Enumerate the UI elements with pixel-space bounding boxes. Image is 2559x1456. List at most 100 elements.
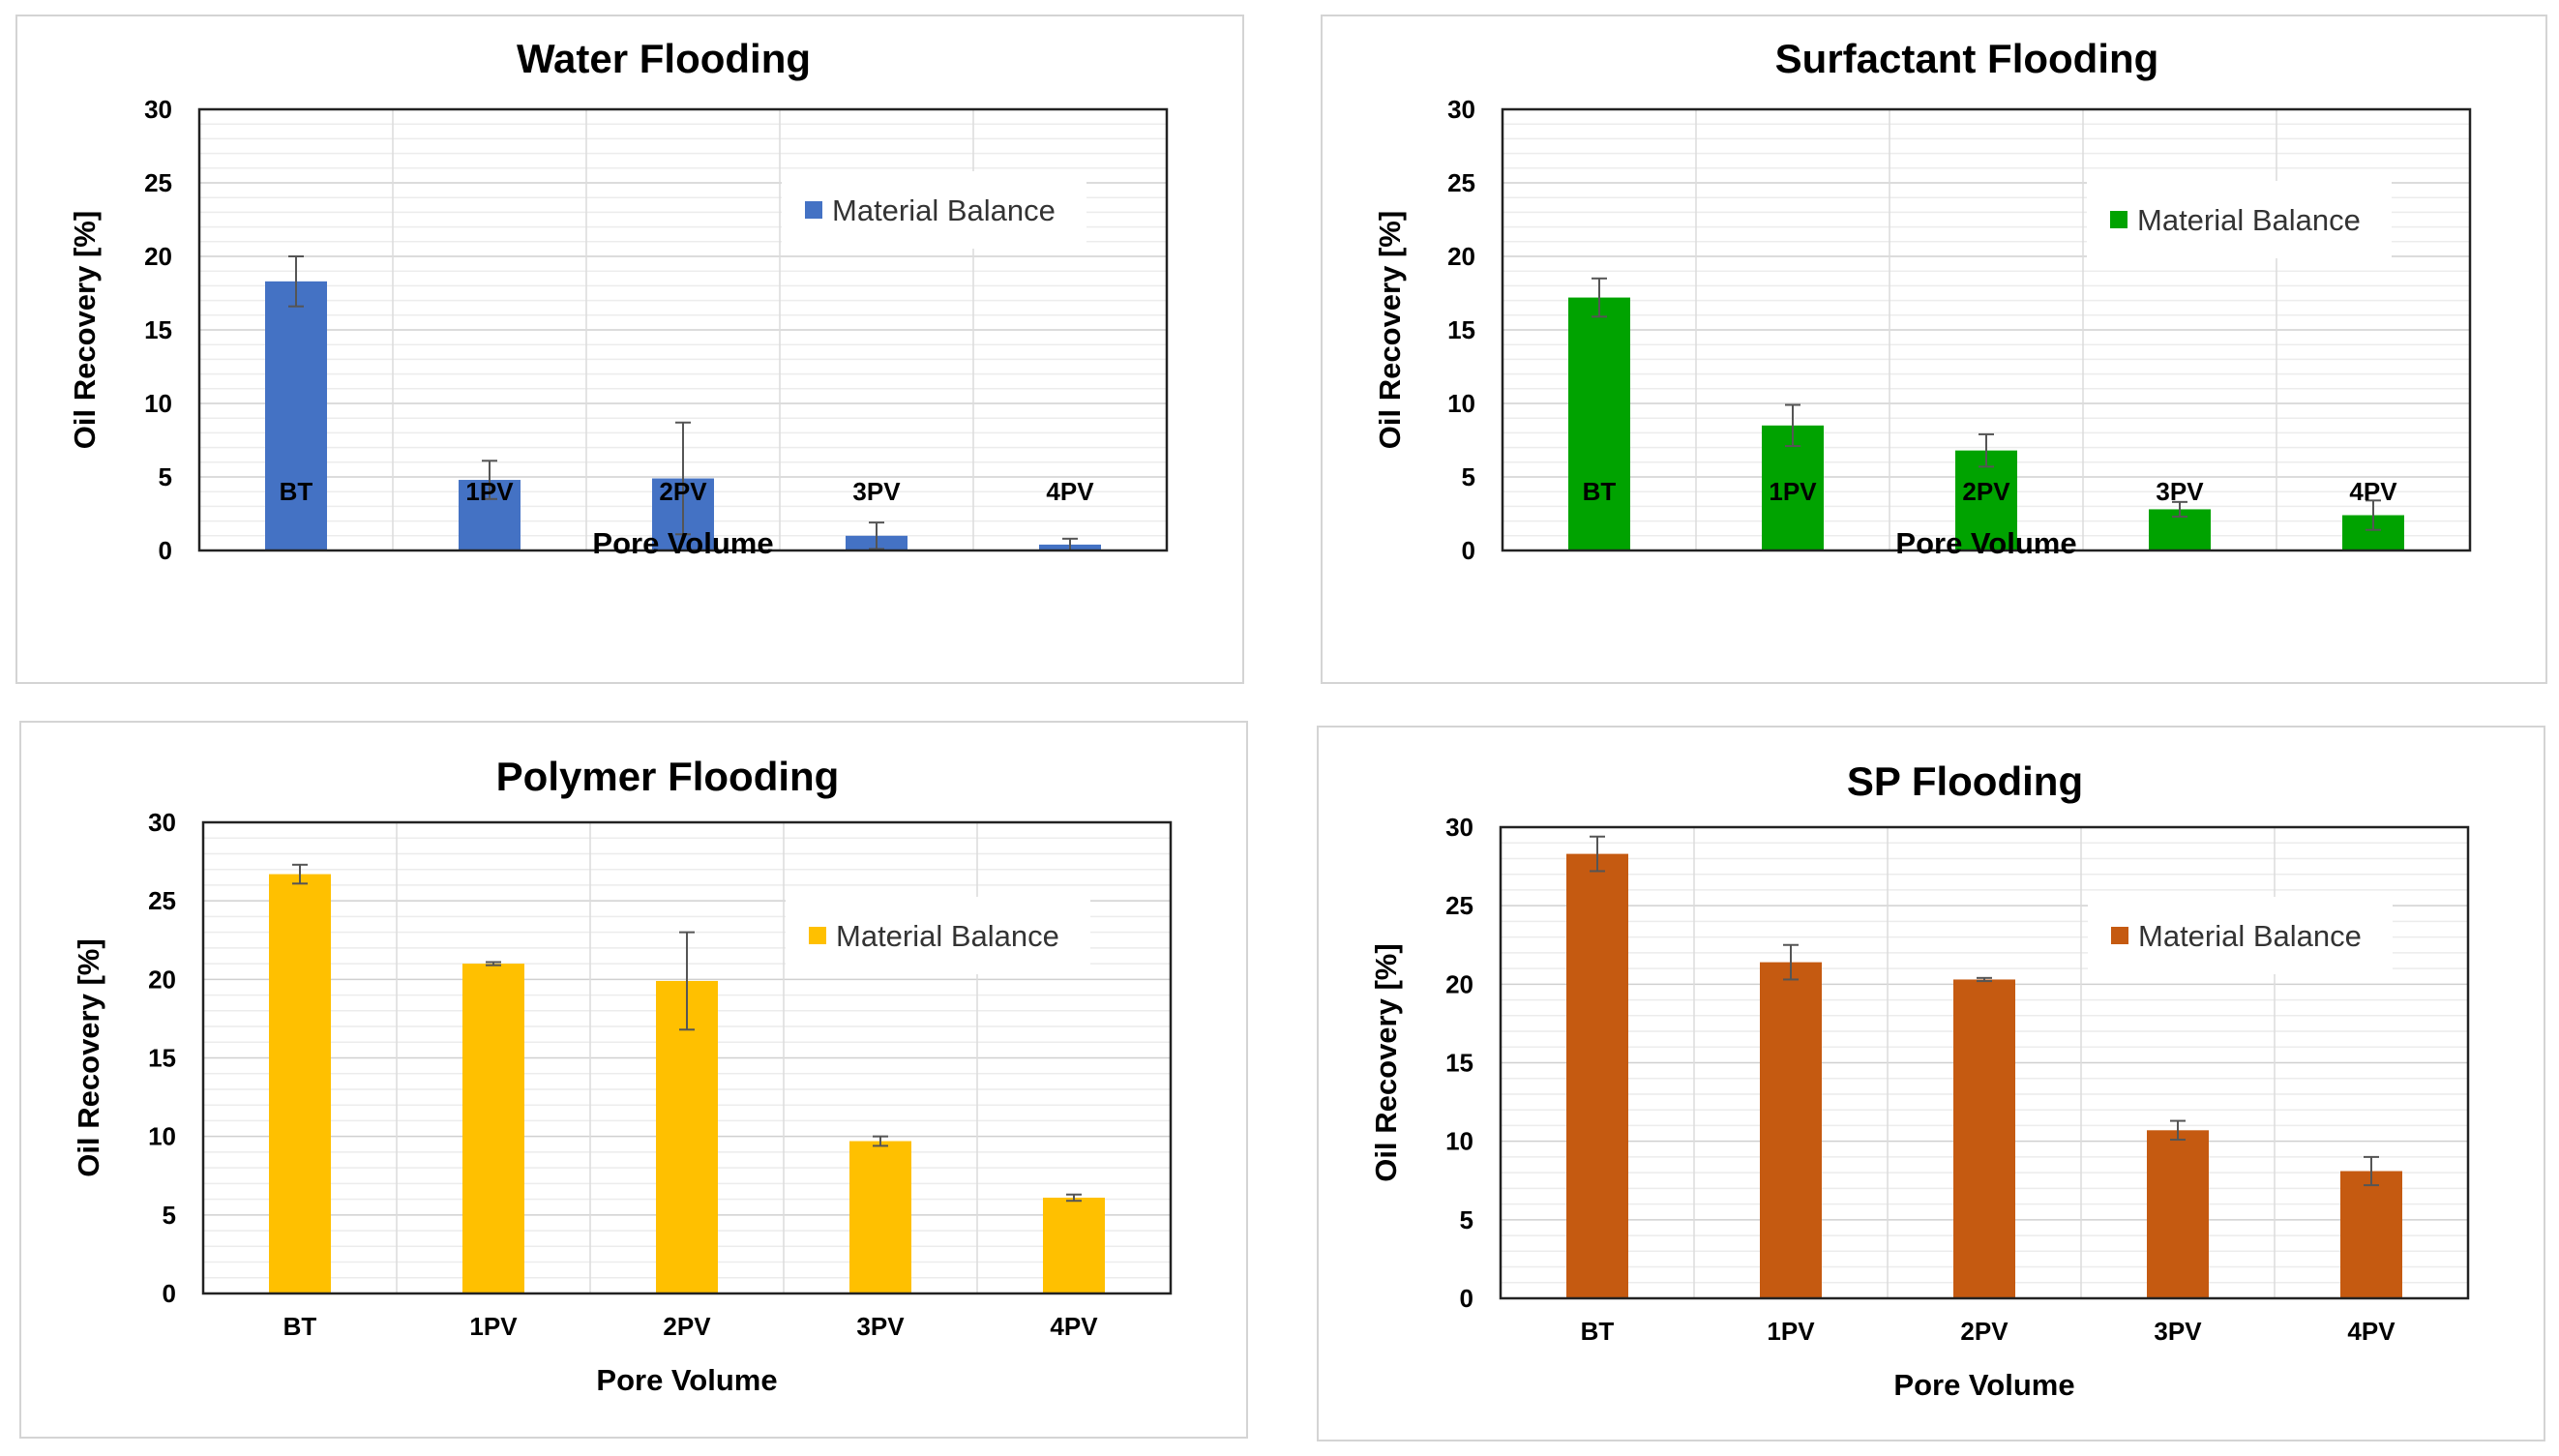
sp-flooding-panel: SP Flooding 0 5 10 15 20 25 30 BT 1PV 2PV 3PV 4PV O… [1317, 726, 2545, 1441]
y-tick-label: 15 [144, 315, 172, 344]
x-tick-label: 3PV [852, 477, 901, 506]
x-axis-label: Pore Volume [596, 1363, 777, 1397]
error-bar [1590, 835, 1605, 873]
chart-title: SP Flooding [1847, 758, 2083, 804]
bar-1pv [1760, 962, 1822, 1298]
error-bar [1592, 277, 1607, 318]
x-tick-label: 2PV [1960, 1317, 2009, 1346]
x-axis-label: Pore Volume [1895, 526, 2076, 560]
polymer-flooding-chart: Polymer Flooding 0 5 10 15 20 25 30 BT 1PV 2PV 3PV… [72, 754, 1173, 1397]
x-tick-label: 1PV [469, 1312, 518, 1341]
y-tick-label: 0 [1460, 1284, 1473, 1313]
x-tick-label: 3PV [2156, 477, 2204, 506]
y-tick-label: 30 [144, 95, 172, 124]
legend: Material Balance [2087, 181, 2392, 258]
plot-area-border [201, 820, 1173, 1295]
plot-area-border [1499, 825, 2470, 1300]
y-tick-label: 15 [1447, 315, 1475, 344]
y-tick-label: 10 [1445, 1127, 1473, 1156]
error-bar [1785, 403, 1800, 448]
y-tick-label: 5 [1460, 1205, 1473, 1234]
legend-swatch [2111, 927, 2128, 944]
error-bar [486, 961, 501, 966]
y-tick-label: 30 [148, 808, 176, 837]
x-tick-label: 4PV [1050, 1312, 1098, 1341]
y-tick-label: 15 [1445, 1049, 1473, 1078]
surfactant-flooding-panel: Surfactant Flooding 0 5 10 15 20 25 30 BT 1PV 2PV… [1321, 15, 2547, 684]
surfactant-flooding-chart: Surfactant Flooding 0 5 10 15 20 25 30 BT 1PV 2PV… [1373, 36, 2472, 565]
error-bar [869, 521, 884, 550]
x-tick-label: 1PV [465, 477, 514, 506]
bar-bt [265, 281, 327, 550]
x-tick-label: BT [1581, 1317, 1615, 1346]
x-tick-label: 2PV [659, 477, 707, 506]
error-bar [1977, 976, 1992, 983]
sp-flooding-chart: SP Flooding 0 5 10 15 20 25 30 BT 1PV 2PV 3PV 4PV O… [1369, 758, 2470, 1402]
legend-label: Material Balance [832, 193, 1056, 227]
error-bar [2172, 500, 2187, 519]
y-tick-label: 20 [1445, 969, 1473, 998]
bar-3pv [849, 1141, 911, 1293]
polymer-flooding-panel: Polymer Flooding 0 5 10 15 20 25 30 BT 1PV 2PV 3PV… [19, 721, 1248, 1439]
x-tick-label: 4PV [2347, 1317, 2395, 1346]
error-bar [1979, 432, 1994, 468]
y-tick-label: 5 [163, 1201, 176, 1230]
y-tick-label: 10 [148, 1122, 176, 1151]
bar-4pv [1043, 1197, 1105, 1293]
bar-2pv [656, 980, 718, 1293]
legend: Material Balance [782, 171, 1086, 249]
x-tick-label: 3PV [2154, 1317, 2202, 1346]
y-axis-label: Oil Recovery [%] [68, 211, 102, 449]
y-tick-label: 0 [163, 1279, 176, 1308]
error-bar [292, 863, 308, 885]
x-tick-label: 4PV [1046, 477, 1094, 506]
chart-title: Surfactant Flooding [1775, 36, 2159, 81]
x-tick-label: 2PV [663, 1312, 711, 1341]
y-tick-label: 30 [1447, 95, 1475, 124]
y-tick-label: 25 [148, 886, 176, 915]
chart-title: Polymer Flooding [496, 754, 840, 799]
y-tick-label: 25 [144, 168, 172, 197]
y-tick-label: 5 [159, 462, 172, 491]
error-bar [2366, 499, 2381, 531]
x-tick-label: 2PV [1962, 477, 2010, 506]
y-tick-label: 10 [144, 389, 172, 418]
y-axis-label: Oil Recovery [%] [72, 938, 105, 1176]
error-bar [675, 421, 691, 536]
bar-3pv [2147, 1130, 2209, 1298]
x-tick-label: 1PV [1767, 1317, 1815, 1346]
x-axis-label: Pore Volume [1893, 1368, 2074, 1402]
plot-area-border [1501, 107, 2472, 552]
x-tick-label: BT [283, 1312, 317, 1341]
legend-swatch [2110, 211, 2128, 228]
y-axis-label: Oil Recovery [%] [1373, 211, 1407, 449]
y-axis-label: Oil Recovery [%] [1369, 943, 1403, 1181]
water-flooding-chart: Water Flooding 0 5 10 15 20 25 30 BT 1PV 2PV 3PV 4P… [68, 36, 1169, 565]
bar-1pv [462, 964, 524, 1293]
legend-swatch [809, 927, 826, 944]
error-bar [1066, 1193, 1082, 1203]
legend-label: Material Balance [2137, 203, 2361, 237]
legend-label: Material Balance [836, 919, 1059, 953]
x-axis-label: Pore Volume [592, 526, 773, 560]
chart-title: Water Flooding [517, 36, 811, 81]
y-tick-label: 30 [1445, 813, 1473, 842]
x-tick-label: BT [280, 477, 313, 506]
y-tick-label: 15 [148, 1044, 176, 1073]
y-tick-label: 5 [1462, 462, 1475, 491]
y-tick-label: 0 [1462, 536, 1475, 565]
water-flooding-panel: Water Flooding 0 5 10 15 20 25 30 BT 1PV 2PV 3PV 4P… [15, 15, 1244, 684]
y-tick-label: 0 [159, 536, 172, 565]
y-tick-label: 20 [144, 242, 172, 271]
error-bar [1783, 943, 1799, 981]
y-tick-label: 25 [1445, 891, 1473, 920]
y-tick-label: 20 [148, 965, 176, 994]
y-tick-label: 20 [1447, 242, 1475, 271]
x-tick-label: BT [1583, 477, 1617, 506]
x-tick-label: 4PV [2349, 477, 2397, 506]
legend: Material Balance [2088, 897, 2393, 974]
bar-bt [1566, 853, 1628, 1298]
bar-4pv [2340, 1171, 2402, 1298]
x-tick-label: 1PV [1769, 477, 1817, 506]
error-bar [873, 1135, 888, 1147]
